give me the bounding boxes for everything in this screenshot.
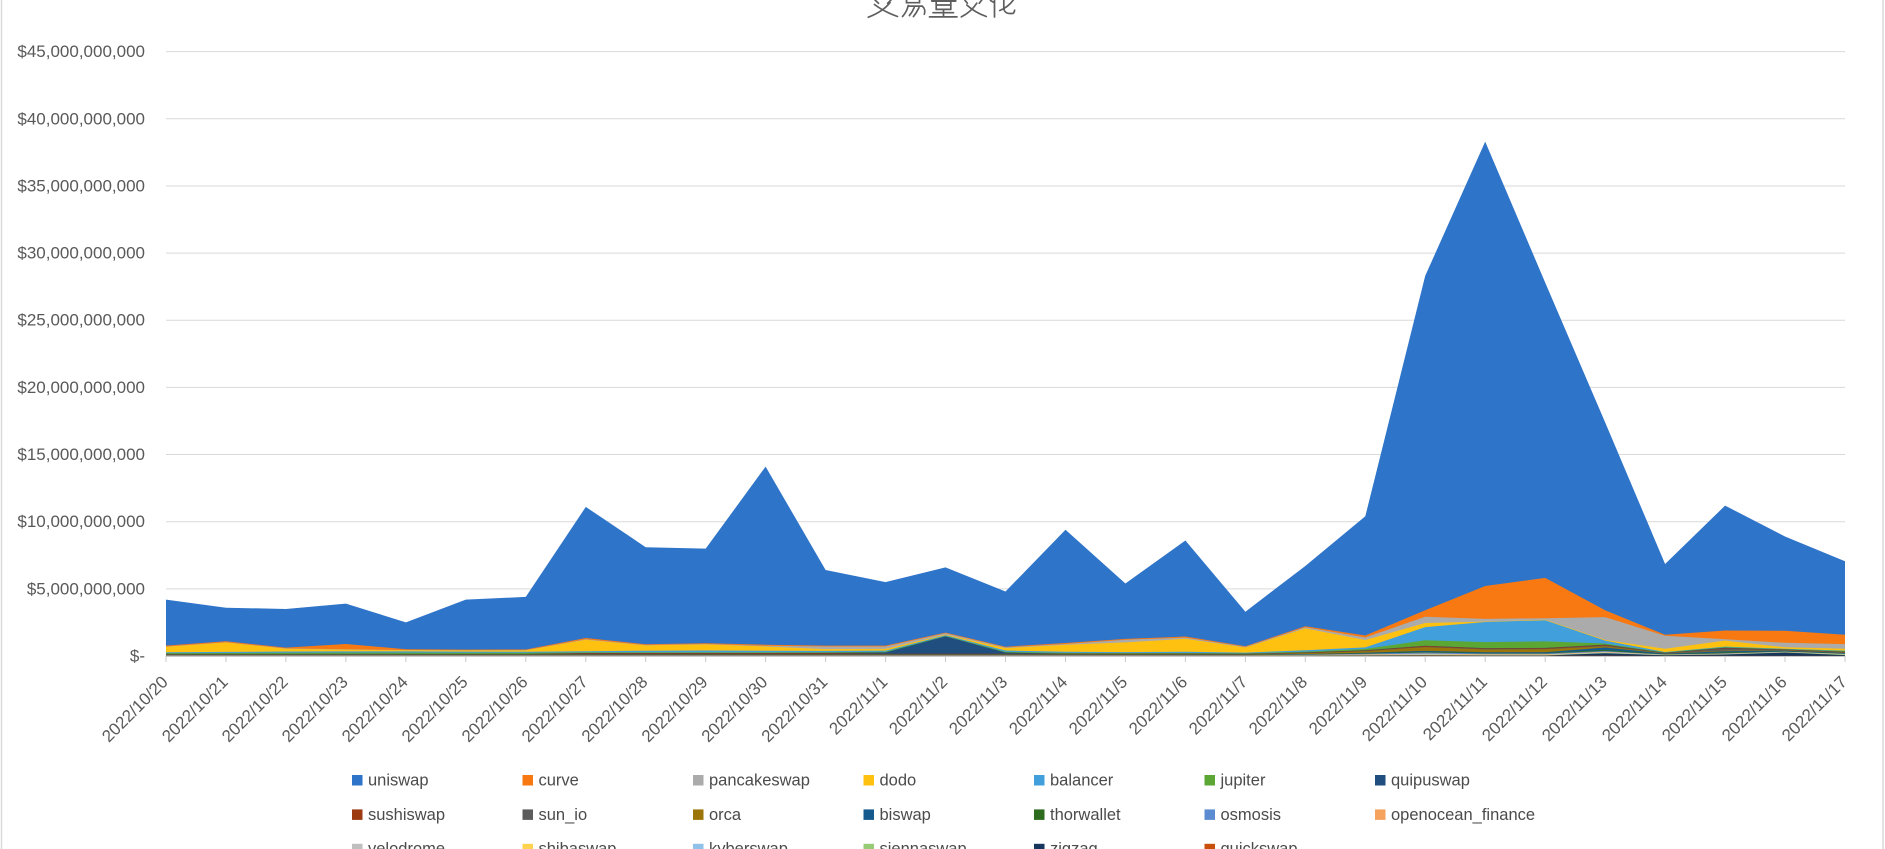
svg-text:curve: curve xyxy=(539,771,579,789)
svg-text:biswap: biswap xyxy=(880,806,931,824)
svg-text:$5,000,000,000: $5,000,000,000 xyxy=(27,579,145,598)
svg-text:quickswap: quickswap xyxy=(1221,840,1298,849)
svg-text:jupiter: jupiter xyxy=(1220,771,1266,789)
svg-text:$45,000,000,000: $45,000,000,000 xyxy=(17,42,145,61)
svg-text:zigzag: zigzag xyxy=(1050,840,1098,849)
svg-text:sushiswap: sushiswap xyxy=(368,806,445,824)
svg-text:$15,000,000,000: $15,000,000,000 xyxy=(17,445,145,464)
svg-text:pancakeswap: pancakeswap xyxy=(709,771,810,789)
svg-text:kyberswap: kyberswap xyxy=(709,840,788,849)
svg-text:shibaswap: shibaswap xyxy=(539,840,617,849)
svg-text:balancer: balancer xyxy=(1050,771,1114,789)
svg-text:$10,000,000,000: $10,000,000,000 xyxy=(17,512,145,531)
svg-text:quipuswap: quipuswap xyxy=(1391,771,1470,789)
svg-text:siennaswap: siennaswap xyxy=(880,840,967,849)
svg-text:orca: orca xyxy=(709,806,742,824)
svg-text:osmosis: osmosis xyxy=(1221,806,1282,824)
svg-text:openocean_finance: openocean_finance xyxy=(1391,806,1535,824)
svg-text:$25,000,000,000: $25,000,000,000 xyxy=(17,311,145,330)
svg-text:$40,000,000,000: $40,000,000,000 xyxy=(17,109,145,128)
svg-text:thorwallet: thorwallet xyxy=(1050,806,1121,824)
svg-text:$35,000,000,000: $35,000,000,000 xyxy=(17,176,145,195)
svg-text:$30,000,000,000: $30,000,000,000 xyxy=(17,244,145,263)
svg-text:dodo: dodo xyxy=(880,771,917,789)
svg-text:sun_io: sun_io xyxy=(539,806,588,824)
svg-text:$20,000,000,000: $20,000,000,000 xyxy=(17,378,145,397)
svg-text:velodrome: velodrome xyxy=(368,840,445,849)
svg-text:uniswap: uniswap xyxy=(368,771,429,789)
svg-text:$-: $- xyxy=(130,646,145,665)
